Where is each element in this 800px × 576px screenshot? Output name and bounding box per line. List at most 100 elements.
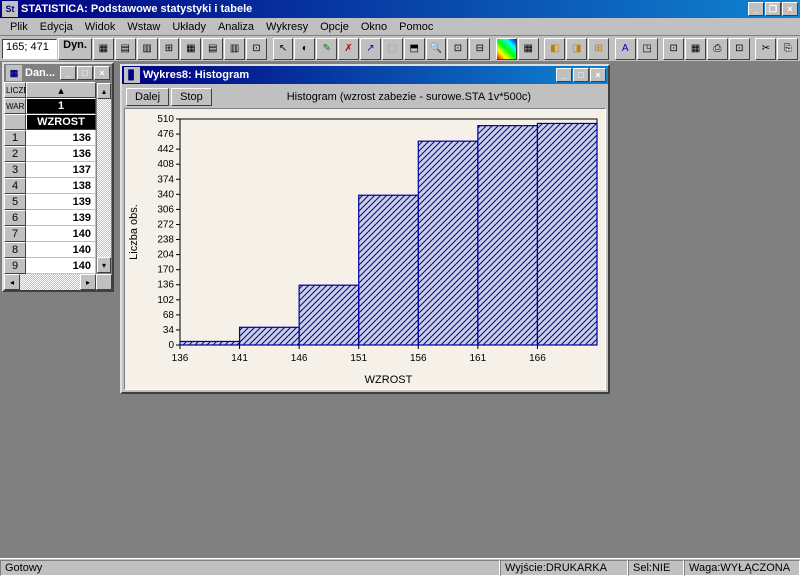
dalej-button[interactable]: Dalej [126,88,169,106]
tool-btn-23[interactable]: ⊞ [588,38,609,60]
table-row[interactable]: 8140 [4,242,96,258]
menu-okno[interactable]: Okno [355,20,393,34]
tool-btn-4[interactable]: ⊞ [159,38,180,60]
cell-value[interactable]: 140 [26,242,96,258]
row-num[interactable]: 7 [4,226,26,242]
tool-btn-14[interactable]: ⬚ [382,38,403,60]
tool-btn-21[interactable]: ◧ [544,38,565,60]
menu-plik[interactable]: Plik [4,20,34,34]
toolbar: 165; 471 Dyn. ▦ ▤ ▥ ⊞ ▦ ▤ ▥ ⊡ ↖ ◐ ✎ ✗ ↗ … [0,36,800,62]
tool-btn-18[interactable]: ⊟ [469,38,490,60]
cell-value[interactable]: 137 [26,162,96,178]
row-num[interactable]: 6 [4,210,26,226]
tool-zoom-icon[interactable]: 🔍 [426,38,447,60]
chart-close-button[interactable]: × [590,68,606,82]
table-row[interactable]: 7140 [4,226,96,242]
data-close-button[interactable]: × [94,66,110,80]
table-row[interactable]: 2136 [4,146,96,162]
table-row[interactable]: 5139 [4,194,96,210]
svg-text:146: 146 [291,353,308,364]
chart-maximize-button[interactable]: □ [573,68,589,82]
tool-print-icon[interactable]: ⎙ [707,38,728,60]
data-window: ▦ Dan... _ □ × LICZE ▴ WAR 1 WZRO [2,62,114,292]
svg-text:0: 0 [168,340,174,351]
tool-btn-29[interactable]: ⊡ [729,38,750,60]
tool-btn-1[interactable]: ▦ [93,38,114,60]
tool-copy-icon[interactable]: ⎘ [777,38,798,60]
cell-value[interactable]: 138 [26,178,96,194]
chart-area: 0346810213617020423827230634037440844247… [124,108,606,390]
scroll-up-icon[interactable]: ▴ [97,83,111,99]
tool-cut-icon[interactable]: ✂ [755,38,776,60]
row-num[interactable]: 3 [4,162,26,178]
data-maximize-button[interactable]: □ [77,66,93,80]
tool-btn-8[interactable]: ⊡ [246,38,267,60]
cell-value[interactable]: 139 [26,210,96,226]
menu-wstaw[interactable]: Wstaw [121,20,166,34]
table-row[interactable]: 9140 [4,258,96,274]
tool-btn-11[interactable]: ✎ [316,38,337,60]
cell-value[interactable]: 136 [26,146,96,162]
tool-btn-22[interactable]: ◨ [566,38,587,60]
cell-value[interactable]: 140 [26,226,96,242]
tool-btn-2[interactable]: ▤ [115,38,136,60]
stop-button[interactable]: Stop [171,88,212,106]
menu-widok[interactable]: Widok [79,20,122,34]
menu-uklady[interactable]: Układy [166,20,212,34]
data-window-icon: ▦ [6,65,22,81]
row-num[interactable]: 9 [4,258,26,274]
tool-btn-13[interactable]: ↗ [360,38,381,60]
tool-btn-15[interactable]: ⬒ [404,38,425,60]
col-scroll-up[interactable]: ▴ [26,82,96,98]
table-row[interactable]: 3137 [4,162,96,178]
menu-opcje[interactable]: Opcje [314,20,355,34]
menu-wykresy[interactable]: Wykresy [260,20,314,34]
table-row[interactable]: 1136 [4,130,96,146]
row-num[interactable]: 5 [4,194,26,210]
dyn-button[interactable]: Dyn. [58,38,92,60]
tool-btn-19[interactable] [496,38,517,60]
row-num[interactable]: 4 [4,178,26,194]
menu-pomoc[interactable]: Pomoc [393,20,439,34]
col-num-header[interactable]: 1 [26,98,96,114]
data-hscroll[interactable]: ◂ ▸ [4,274,112,290]
data-vscroll[interactable]: ▴ ▾ [96,82,112,274]
menu-edycja[interactable]: Edycja [34,20,79,34]
table-row[interactable]: 6139 [4,210,96,226]
row-header-blank [4,114,26,130]
scroll-left-icon[interactable]: ◂ [4,274,20,290]
cell-value[interactable]: 139 [26,194,96,210]
tool-btn-12[interactable]: ✗ [338,38,359,60]
cell-value[interactable]: 136 [26,130,96,146]
row-num[interactable]: 1 [4,130,26,146]
row-num[interactable]: 8 [4,242,26,258]
tool-btn-6[interactable]: ▤ [202,38,223,60]
col-name-header[interactable]: WZROST [26,114,96,130]
tool-btn-5[interactable]: ▦ [180,38,201,60]
tool-btn-27[interactable]: ▦ [685,38,706,60]
row-num[interactable]: 2 [4,146,26,162]
tool-btn-3[interactable]: ▥ [137,38,158,60]
scroll-down-icon[interactable]: ▾ [97,257,111,273]
menu-analiza[interactable]: Analiza [212,20,260,34]
svg-text:WZROST: WZROST [365,374,413,386]
tool-btn-10[interactable]: ◐ [294,38,315,60]
coord-box[interactable]: 165; 471 [2,39,57,59]
close-button[interactable]: × [782,2,798,16]
cell-value[interactable]: 140 [26,258,96,274]
chart-minimize-button[interactable]: _ [556,68,572,82]
tool-select-icon[interactable]: ↖ [273,38,294,60]
tool-btn-20[interactable]: ▦ [518,38,539,60]
minimize-button[interactable]: _ [748,2,764,16]
tool-btn-26[interactable]: ⊡ [663,38,684,60]
svg-text:156: 156 [410,353,427,364]
tool-btn-7[interactable]: ▥ [224,38,245,60]
data-minimize-button[interactable]: _ [60,66,76,80]
tool-btn-24[interactable]: A [615,38,636,60]
status-output: Wyjście:DRUKARKA [500,560,628,576]
tool-btn-25[interactable]: ◳ [637,38,658,60]
scroll-right-icon[interactable]: ▸ [80,274,96,290]
maximize-button[interactable]: ❐ [765,2,781,16]
tool-btn-17[interactable]: ⊡ [447,38,468,60]
table-row[interactable]: 4138 [4,178,96,194]
